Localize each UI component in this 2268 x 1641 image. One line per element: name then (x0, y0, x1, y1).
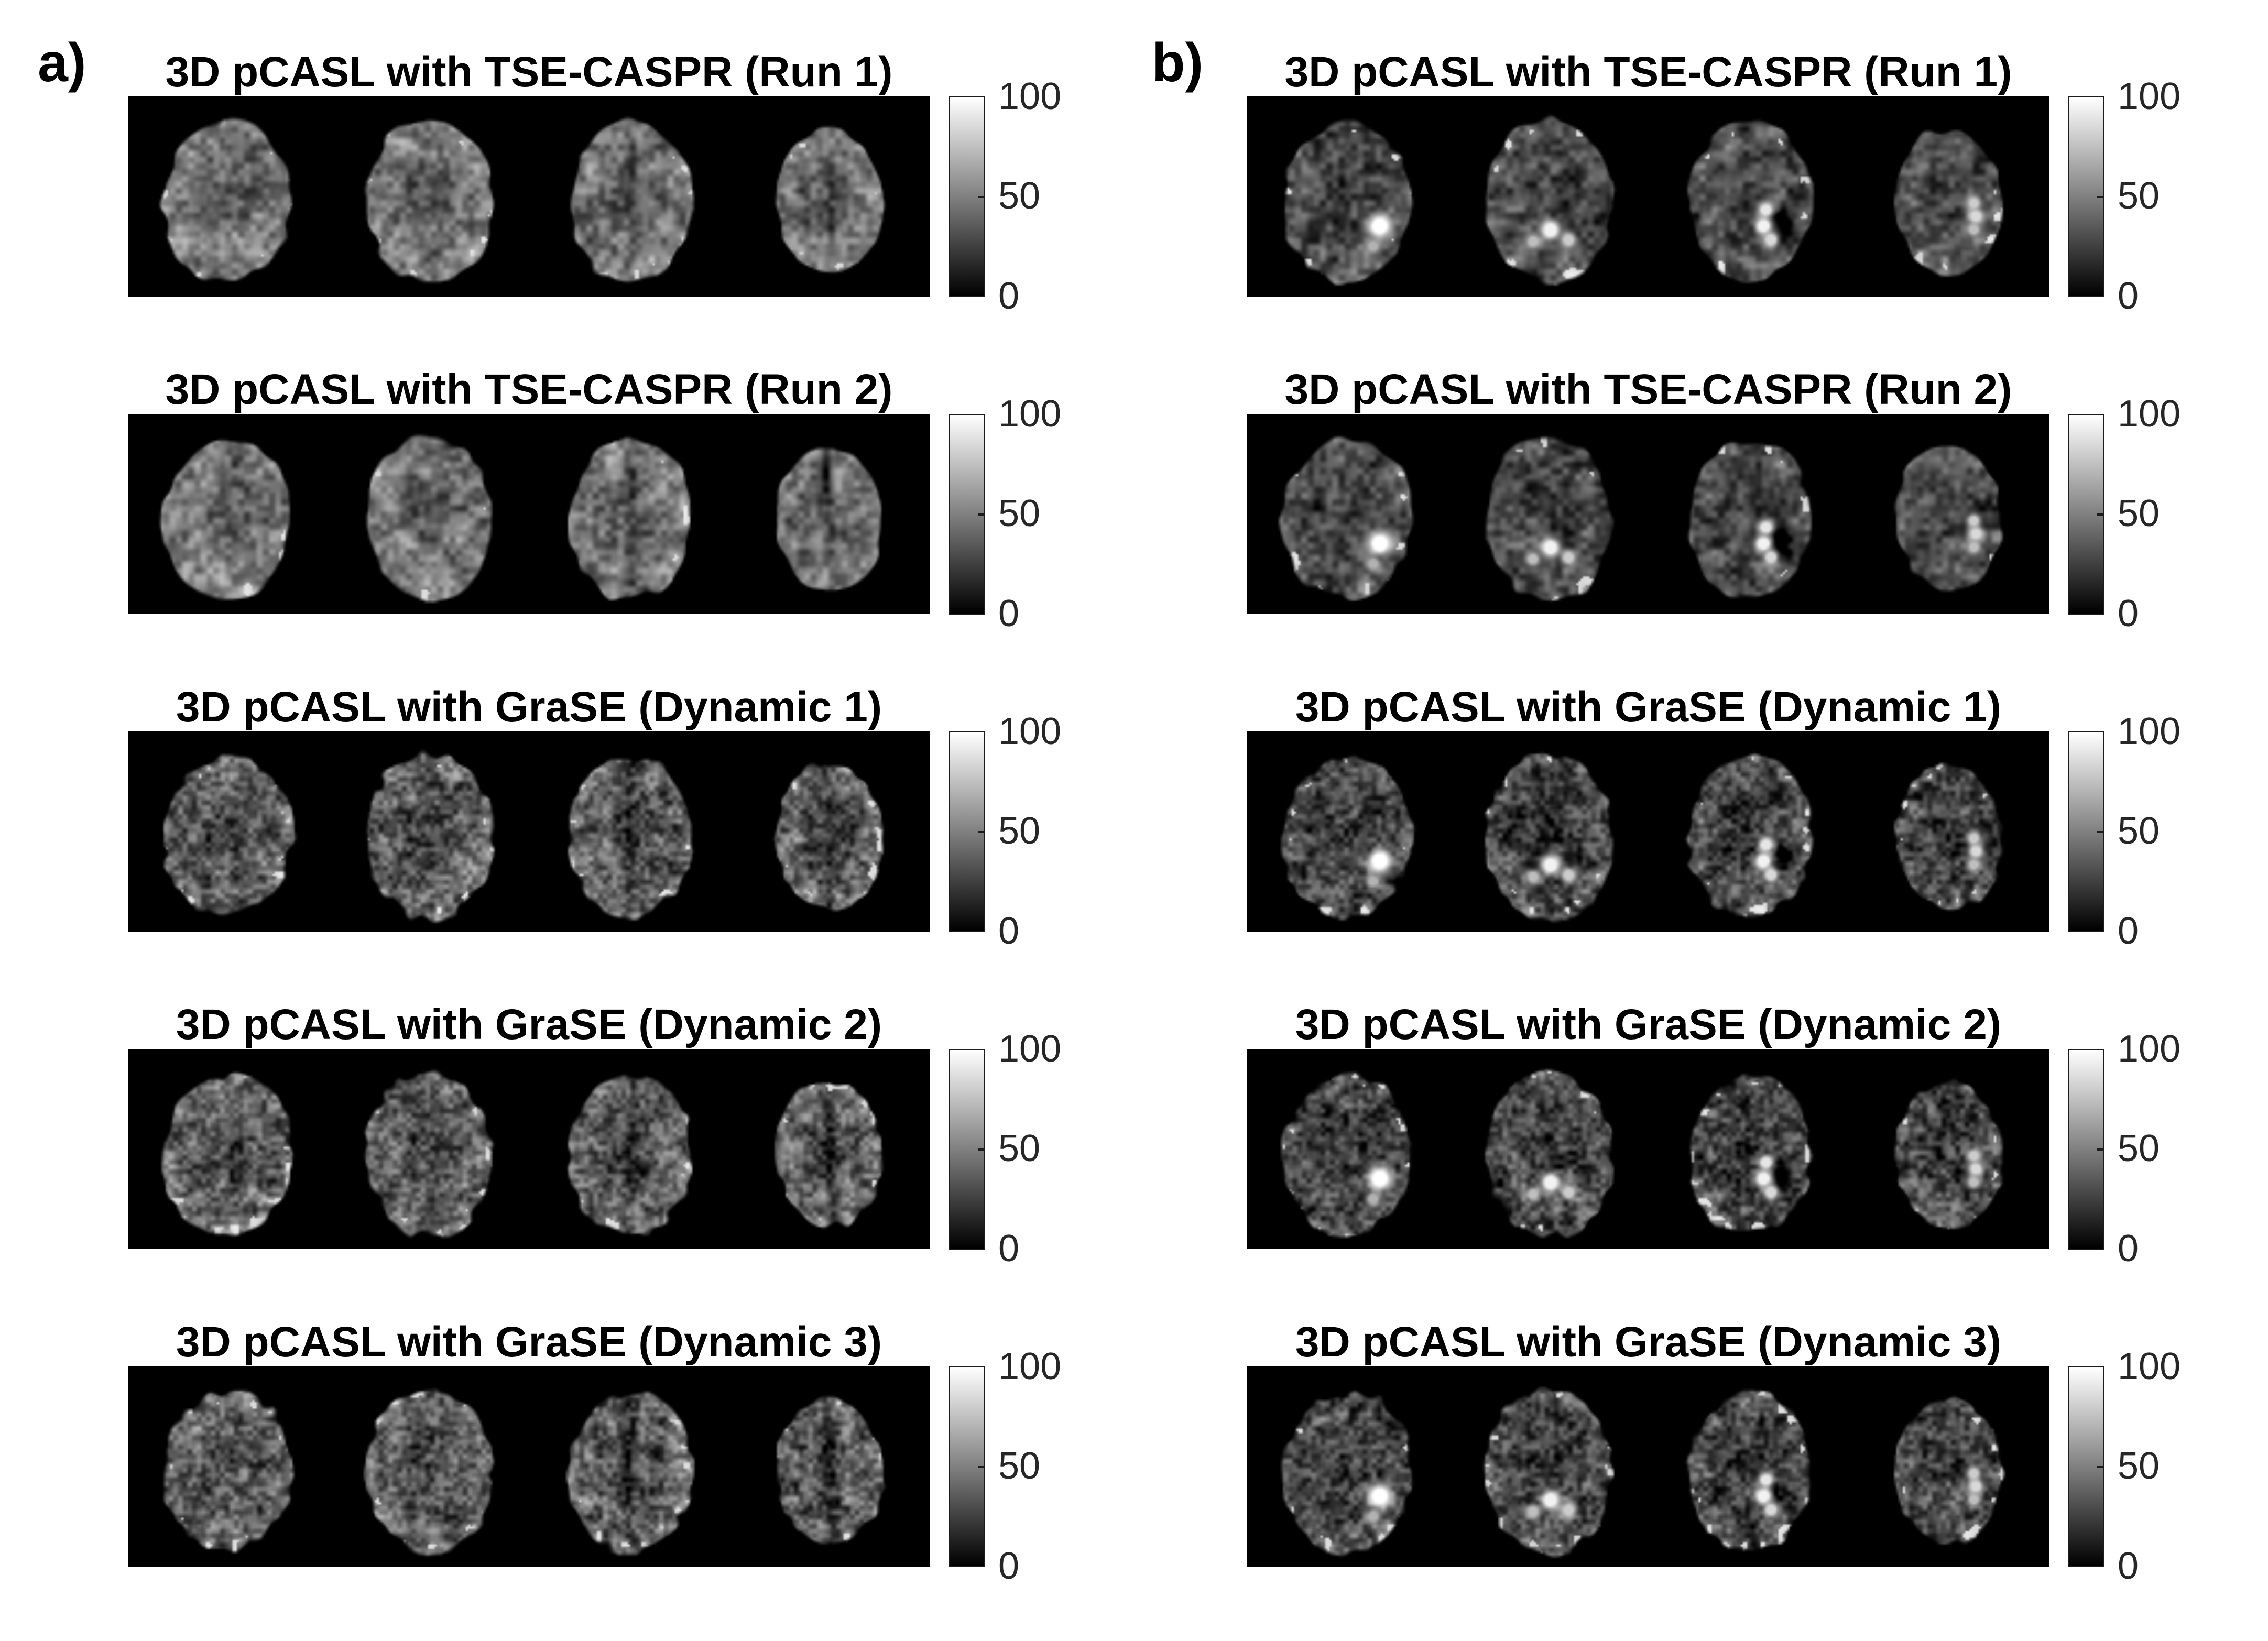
colorbar-tick-label-50: 50 (2118, 1445, 2160, 1487)
colorbar-tick-label-0: 0 (2118, 275, 2139, 317)
colorbar (949, 731, 985, 932)
colorbar-tick-label-100: 100 (998, 1345, 1062, 1387)
colorbar-tick-label-0: 0 (2118, 910, 2139, 952)
colorbar-mid-tick (978, 513, 984, 516)
colorbar-mid-tick (978, 195, 984, 198)
colorbar-mid-tick (2097, 1148, 2103, 1151)
panel-title: 3D pCASL with GraSE (Dynamic 3) (1295, 1318, 2002, 1366)
brain-image-strip (1247, 731, 2049, 932)
colorbar-tick-label-100: 100 (2118, 393, 2181, 435)
colorbar-tick-label-0: 0 (998, 1228, 1020, 1270)
colorbar-tick-label-50: 50 (2118, 1128, 2160, 1169)
colorbar-tick-label-50: 50 (2118, 810, 2160, 852)
column-label-b: b) (1152, 32, 1204, 93)
colorbar-tick-label-100: 100 (2118, 1028, 2181, 1070)
colorbar-tick-label-100: 100 (998, 1028, 1062, 1070)
brain-slices-image (128, 731, 930, 932)
column-label-a: a) (38, 32, 86, 93)
panel-title: 3D pCASL with TSE-CASPR (Run 1) (1284, 48, 2012, 96)
brain-slices-image (128, 96, 930, 297)
brain-image-strip (128, 731, 930, 932)
colorbar-mid-tick (2097, 1465, 2103, 1468)
colorbar (949, 414, 985, 615)
brain-slices-image (1247, 96, 2049, 297)
colorbar-tick-label-50: 50 (2118, 175, 2160, 217)
panel-title: 3D pCASL with TSE-CASPR (Run 1) (165, 48, 893, 96)
brain-image-strip (128, 414, 930, 614)
colorbar-tick-label-0: 0 (2118, 1545, 2139, 1587)
colorbar (2068, 1366, 2104, 1567)
colorbar (2068, 96, 2104, 297)
brain-image-strip (128, 1366, 930, 1567)
panel-title: 3D pCASL with GraSE (Dynamic 2) (176, 1001, 882, 1048)
colorbar (949, 96, 985, 297)
colorbar-tick-label-100: 100 (998, 710, 1062, 752)
brain-slices-image (1247, 731, 2049, 932)
panel-title: 3D pCASL with TSE-CASPR (Run 2) (165, 366, 893, 413)
brain-image-strip (1247, 1366, 2049, 1567)
panel-title: 3D pCASL with GraSE (Dynamic 1) (176, 683, 882, 731)
colorbar-tick-label-50: 50 (998, 493, 1041, 534)
colorbar-mid-tick (978, 830, 984, 833)
panel-title: 3D pCASL with GraSE (Dynamic 3) (176, 1318, 882, 1366)
colorbar-mid-tick (2097, 513, 2103, 516)
brain-image-strip (1247, 1049, 2049, 1249)
panel-title: 3D pCASL with GraSE (Dynamic 2) (1295, 1001, 2002, 1048)
colorbar (949, 1049, 985, 1250)
brain-slices-image (1247, 1049, 2049, 1249)
colorbar (949, 1366, 985, 1567)
colorbar (2068, 1049, 2104, 1250)
colorbar-tick-label-50: 50 (998, 1128, 1041, 1169)
colorbar (2068, 414, 2104, 615)
colorbar-mid-tick (978, 1148, 984, 1151)
brain-slices-image (128, 414, 930, 614)
colorbar-tick-label-100: 100 (998, 75, 1062, 117)
brain-image-strip (128, 1049, 930, 1249)
colorbar-tick-label-50: 50 (998, 1445, 1041, 1487)
colorbar-mid-tick (2097, 195, 2103, 198)
colorbar-tick-label-0: 0 (2118, 1228, 2139, 1270)
colorbar-tick-label-50: 50 (998, 810, 1041, 852)
colorbar-mid-tick (978, 1465, 984, 1468)
colorbar-tick-label-0: 0 (998, 1545, 1020, 1587)
colorbar-tick-label-0: 0 (998, 910, 1020, 952)
colorbar-tick-label-50: 50 (2118, 493, 2160, 534)
panel-title: 3D pCASL with GraSE (Dynamic 1) (1295, 683, 2002, 731)
colorbar-tick-label-100: 100 (2118, 75, 2181, 117)
brain-image-strip (128, 96, 930, 297)
brain-slices-image (1247, 414, 2049, 614)
panel-title: 3D pCASL with TSE-CASPR (Run 2) (1284, 366, 2012, 413)
colorbar-tick-label-100: 100 (998, 393, 1062, 435)
colorbar-tick-label-100: 100 (2118, 1345, 2181, 1387)
colorbar (2068, 731, 2104, 932)
colorbar-tick-label-50: 50 (998, 175, 1041, 217)
brain-slices-image (128, 1366, 930, 1567)
brain-slices-image (1247, 1366, 2049, 1567)
colorbar-tick-label-0: 0 (998, 593, 1020, 634)
brain-image-strip (1247, 414, 2049, 614)
colorbar-tick-label-0: 0 (998, 275, 1020, 317)
brain-slices-image (128, 1049, 930, 1249)
colorbar-mid-tick (2097, 830, 2103, 833)
colorbar-tick-label-0: 0 (2118, 593, 2139, 634)
colorbar-tick-label-100: 100 (2118, 710, 2181, 752)
brain-image-strip (1247, 96, 2049, 297)
